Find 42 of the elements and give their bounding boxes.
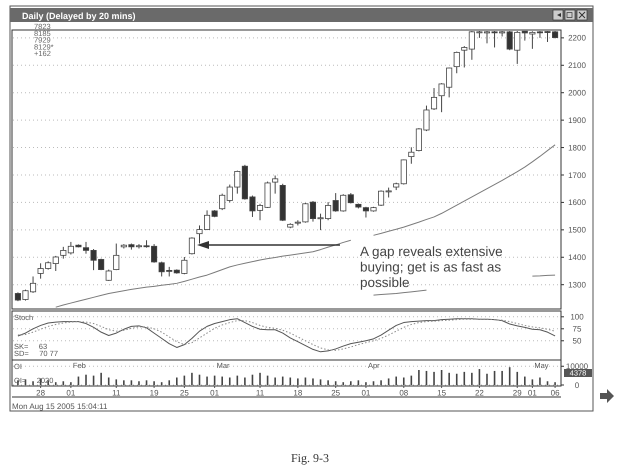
x-tick-label: 22 (474, 388, 484, 398)
text: Mon Aug 15 2005 15:04:11 (12, 402, 108, 411)
y-tick-label: 0 (574, 380, 580, 390)
x-tick-label: 01 (66, 388, 76, 398)
y-tick-label: 2100 (568, 61, 586, 70)
y-tick-label: 1300 (568, 280, 586, 290)
x-tick-label: 29 (512, 388, 522, 398)
caption: Fig. 9-3 (290, 451, 330, 465)
x-tick-label: 11 (112, 388, 121, 398)
x-tick-label: 28 (36, 388, 46, 398)
x-tick-label: 11 (256, 388, 265, 398)
y-tick-label: 1700 (568, 170, 586, 180)
y-tick-label: 50 (572, 336, 582, 346)
x-tick-label: 18 (293, 388, 303, 398)
y-tick-label: 1900 (568, 116, 586, 125)
y-tick-label: 2000 (568, 88, 586, 98)
candlestick (188, 236, 195, 256)
y-tick-label: 1500 (568, 226, 586, 235)
y-tick-label: 75 (572, 324, 582, 334)
candlestick (272, 175, 278, 194)
y-tick-label: 1600 (568, 198, 586, 208)
chart-title: Daily (Delayed by 20 mins) (22, 11, 136, 21)
candlestick (454, 51, 460, 74)
candlestick (106, 269, 112, 282)
candlestick (430, 88, 438, 110)
y-tick-label: 1800 (568, 143, 586, 152)
x-tick-label: 01 (210, 388, 220, 398)
x-tick-label: 06 (550, 388, 560, 398)
x-tick-label: 08 (399, 388, 409, 398)
y-tick-label: 2200 (568, 34, 586, 43)
x-tick-label: 01 (528, 388, 538, 398)
x-tick-label: 25 (331, 388, 341, 398)
annotation: A gap reveals extensive buying; get is as fast as possible (360, 244, 503, 290)
candlestick (408, 146, 414, 164)
y-tick-label: 100 (570, 312, 584, 322)
candlestick (113, 243, 120, 271)
y-tick-label: 1400 (568, 253, 586, 262)
x-tick-label: 19 (150, 388, 160, 398)
x-tick-label: 15 (437, 388, 447, 398)
x-tick-label: 25 (180, 388, 190, 398)
x-tick-label: 01 (361, 388, 371, 398)
y-tick-label: 10000 (566, 362, 589, 372)
